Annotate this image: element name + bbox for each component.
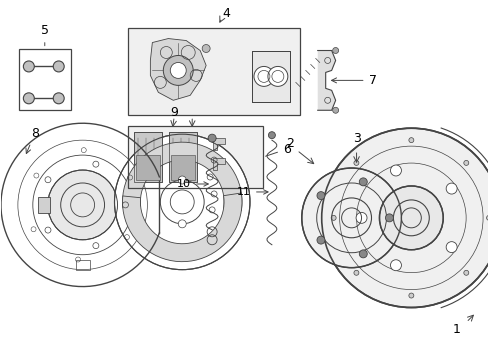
Circle shape <box>353 270 358 275</box>
Bar <box>134 132 162 182</box>
Bar <box>251 50 289 102</box>
Polygon shape <box>122 142 242 211</box>
Circle shape <box>316 192 325 199</box>
Polygon shape <box>150 39 206 100</box>
Bar <box>76 260 89 270</box>
Text: 6: 6 <box>265 143 290 156</box>
Bar <box>171 155 195 180</box>
Circle shape <box>178 176 186 184</box>
Circle shape <box>408 138 413 143</box>
Circle shape <box>268 132 275 139</box>
Circle shape <box>48 170 117 240</box>
Bar <box>128 28 299 115</box>
Circle shape <box>390 165 401 176</box>
Polygon shape <box>122 193 242 262</box>
Circle shape <box>390 260 401 271</box>
Circle shape <box>330 215 335 220</box>
Text: 2: 2 <box>285 137 293 150</box>
Circle shape <box>178 220 186 228</box>
Circle shape <box>208 134 216 142</box>
Polygon shape <box>317 50 335 110</box>
Bar <box>136 155 160 180</box>
Bar <box>128 126 263 188</box>
Bar <box>134 132 162 182</box>
Text: 3: 3 <box>352 132 360 145</box>
Text: 4: 4 <box>222 7 229 20</box>
Polygon shape <box>213 138 224 150</box>
Text: 11: 11 <box>237 187 267 197</box>
Text: 8: 8 <box>26 127 39 153</box>
Circle shape <box>316 236 325 244</box>
Bar <box>19 49 71 110</box>
Circle shape <box>267 67 287 86</box>
Circle shape <box>332 107 338 113</box>
Text: 1: 1 <box>451 323 459 336</box>
Circle shape <box>359 178 366 186</box>
Text: 10: 10 <box>177 179 208 189</box>
Circle shape <box>353 161 358 165</box>
Circle shape <box>301 168 401 268</box>
Circle shape <box>53 93 64 104</box>
Circle shape <box>445 183 456 194</box>
Circle shape <box>379 186 442 250</box>
Circle shape <box>253 67 273 86</box>
Circle shape <box>23 93 34 104</box>
Circle shape <box>170 62 186 78</box>
Text: 5: 5 <box>41 24 49 46</box>
Circle shape <box>163 55 193 85</box>
Circle shape <box>202 45 210 53</box>
Circle shape <box>355 212 366 223</box>
Circle shape <box>385 214 393 222</box>
Bar <box>128 126 263 188</box>
Bar <box>169 132 197 182</box>
Text: 7: 7 <box>331 74 376 87</box>
Circle shape <box>114 134 249 270</box>
Circle shape <box>463 161 468 165</box>
Text: 9: 9 <box>170 106 178 119</box>
Circle shape <box>53 61 64 72</box>
Polygon shape <box>213 158 224 170</box>
Circle shape <box>359 250 366 258</box>
Circle shape <box>332 48 338 54</box>
Circle shape <box>463 270 468 275</box>
Circle shape <box>408 293 413 298</box>
Bar <box>128 28 299 115</box>
Bar <box>169 132 197 182</box>
Circle shape <box>445 242 456 253</box>
Circle shape <box>23 61 34 72</box>
Bar <box>251 50 289 102</box>
Circle shape <box>486 215 488 220</box>
Bar <box>38 197 50 213</box>
Circle shape <box>321 128 488 307</box>
